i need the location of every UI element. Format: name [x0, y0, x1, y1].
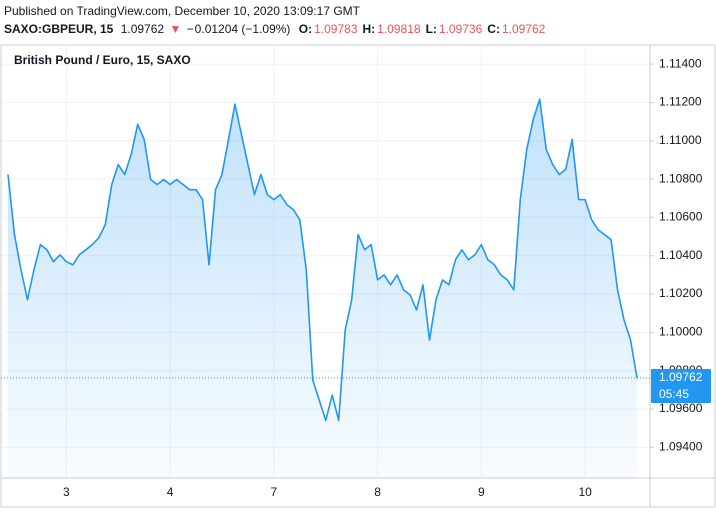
- x-tick-label: 4: [167, 485, 174, 499]
- price-line: [7, 98, 638, 422]
- last-price-box: [651, 368, 711, 403]
- y-tick-label: 1.10800: [659, 171, 703, 185]
- x-tick-label: 7: [271, 485, 278, 499]
- x-tick-label: 10: [578, 485, 592, 499]
- chart-title: British Pound / Euro, 15, SAXO: [14, 53, 191, 67]
- symbol-line: SAXO:GBPEUR, 15 1.09762 ▼ − 0.01204 (−1.…: [4, 22, 546, 36]
- ohlc-value: 1.09736: [439, 22, 483, 36]
- y-tick-label: 1.11400: [659, 56, 702, 70]
- y-tick-label: 1.10400: [659, 248, 703, 262]
- ohlc-value: 1.09762: [502, 22, 546, 36]
- y-tick-label: 1.09600: [659, 401, 703, 415]
- price: 1.09762: [121, 22, 165, 36]
- ohlc-label: H:: [363, 22, 376, 36]
- ohlc-label: L:: [426, 22, 437, 36]
- x-tick-label: 9: [478, 485, 485, 499]
- y-tick-label: 1.11200: [659, 95, 702, 109]
- countdown-label: 05:45: [659, 387, 689, 401]
- down-arrow: ▼: [169, 22, 181, 36]
- symbol: SAXO:GBPEUR, 15: [4, 22, 114, 36]
- y-tick-label: 1.10200: [659, 286, 703, 300]
- ohlc-value: 1.09818: [377, 22, 421, 36]
- published-note: Published on TradingView.com, December 1…: [4, 4, 361, 18]
- ohlc-label: C:: [487, 22, 500, 36]
- ohlc-value: 1.09783: [314, 22, 358, 36]
- area-fill: [8, 99, 637, 478]
- ohlc: O: 1.09783 H: 1.09818 L: 1.09736 C: 1.09762: [299, 22, 546, 36]
- change: − 0.01204 (−1.09%): [187, 22, 291, 36]
- plot: [1, 98, 650, 478]
- last-price-label: 1.09762: [659, 370, 703, 384]
- x-tick-label: 3: [63, 485, 70, 499]
- y-tick-label: 1.11000: [659, 133, 702, 147]
- chart-frame: [0, 44, 716, 508]
- axes: 1.094001.096001.098001.100001.102001.104…: [63, 56, 711, 499]
- ohlc-label: O:: [299, 22, 312, 36]
- y-tick-label: 1.09400: [659, 440, 703, 454]
- y-tick-label: 1.10600: [659, 210, 703, 224]
- y-tick-label: 1.10000: [659, 325, 703, 339]
- x-tick-label: 8: [374, 485, 381, 499]
